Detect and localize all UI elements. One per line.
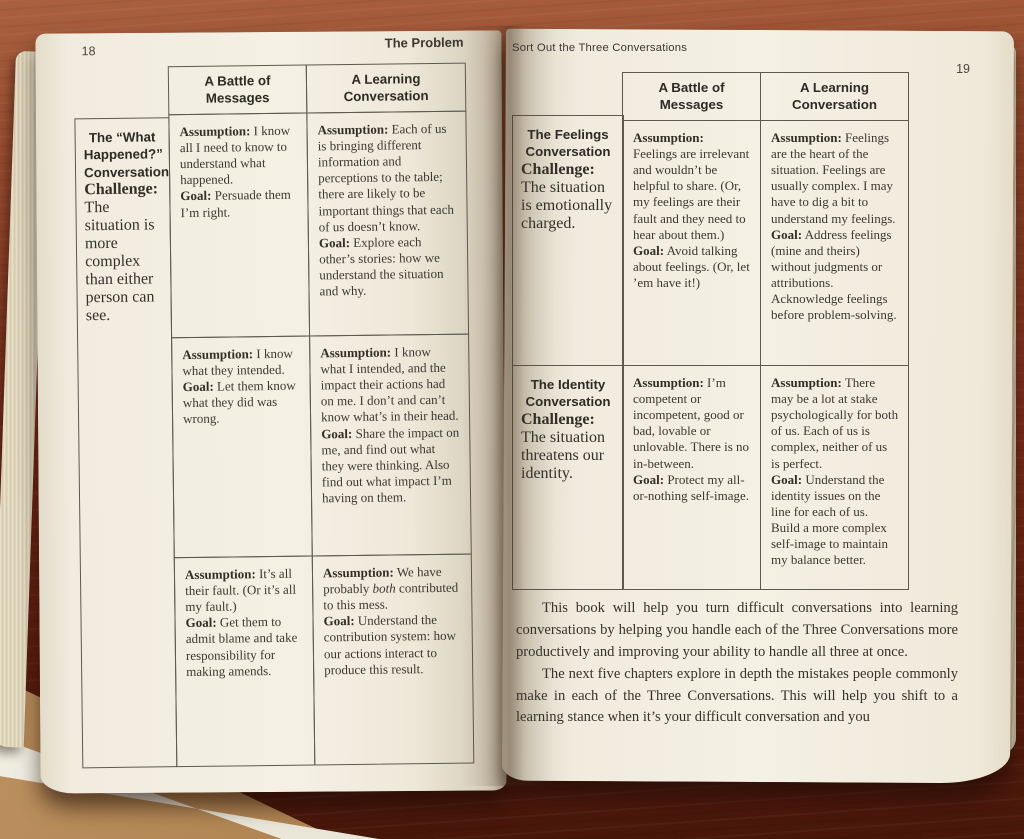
assumption: Assumption: We have probably both contri… bbox=[323, 564, 463, 614]
col-header-battle: A Battle of Messages bbox=[622, 72, 761, 121]
col-header-battle: A Battle of Messages bbox=[167, 64, 308, 116]
right-table: A Battle of Messages A Learning Conversa… bbox=[512, 72, 909, 590]
assumption-label: Assumption: bbox=[633, 375, 704, 390]
table-cell: Assumption: Feelings are irrelevant and … bbox=[622, 120, 761, 366]
col-header-learning: A Learning Conversation bbox=[305, 62, 467, 114]
row-header-title: The Identity Conversation bbox=[525, 377, 611, 410]
paragraph-2: The next five chapters explore in depth … bbox=[516, 665, 958, 726]
row-header-title: The Feelings Conversation bbox=[525, 127, 611, 160]
assumption-label: Assumption: bbox=[322, 564, 394, 581]
table-cell: Assumption: I know all I need to know to… bbox=[168, 112, 311, 339]
challenge-text: The situation is more complex than eithe… bbox=[84, 198, 155, 325]
goal: Goal: Address feelings (mine and theirs)… bbox=[771, 227, 899, 324]
row-header-challenge: Challenge: The situation threatens our i… bbox=[521, 411, 615, 483]
right-page: Sort Out the Three Conversations 19 A Ba… bbox=[502, 28, 1014, 784]
challenge-text: The situation is emotionally charged. bbox=[521, 178, 613, 232]
table-cell: Assumption: We have probably both contri… bbox=[311, 553, 475, 766]
challenge-text: The situation threatens our identity. bbox=[521, 428, 605, 482]
goal-label: Goal: bbox=[323, 613, 355, 629]
goal: Goal: Protect my all-or-nothing self-ima… bbox=[633, 472, 751, 504]
assumption: Assumption: There may be a lot at stake … bbox=[771, 375, 899, 472]
assumption: Assumption: Feelings are irrelevant and … bbox=[633, 130, 751, 243]
goal-label: Goal: bbox=[771, 471, 803, 487]
goal: Goal: Get them to admit blame and take r… bbox=[185, 614, 304, 680]
goal: Goal: Explore each other’s stories: how … bbox=[319, 233, 459, 299]
row-header-what-happened: The “What Happened?” Conversation Challe… bbox=[74, 117, 178, 769]
goal-label: Goal: bbox=[182, 378, 214, 395]
left-table: A Battle of Messages A Learning Conversa… bbox=[74, 62, 475, 769]
assumption-label: Assumption: bbox=[771, 375, 842, 390]
assumption-text: Each of us is bringing different informa… bbox=[317, 120, 455, 235]
goal-label: Goal: bbox=[318, 234, 351, 251]
goal: Goal: Understand the contribution system… bbox=[323, 612, 463, 678]
goal-label: Goal: bbox=[633, 471, 665, 487]
assumption: Assumption: I know what they intended. bbox=[182, 346, 300, 380]
goal: Goal: Let them know what they did was wr… bbox=[183, 378, 302, 428]
table-cell: Assumption: Feelings are the heart of th… bbox=[760, 120, 909, 366]
goal: Goal: Understand the identity issues on … bbox=[771, 472, 899, 569]
right-page-content: Sort Out the Three Conversations 19 A Ba… bbox=[504, 30, 1012, 782]
row-header-challenge: Challenge: The situation is emotionally … bbox=[521, 161, 615, 233]
assumption: Assumption: I know what I intended, and … bbox=[320, 344, 460, 426]
table-cell: Assumption: I’m competent or incompetent… bbox=[622, 365, 761, 590]
goal-label: Goal: bbox=[633, 242, 665, 258]
assumption-italic-word: both bbox=[372, 580, 396, 596]
goal: Goal: Persuade them I’m right. bbox=[180, 187, 298, 221]
assumption-text: Feelings are irrelevant and wouldn’t be … bbox=[633, 146, 750, 242]
challenge-label: Challenge: bbox=[84, 180, 159, 199]
table-cell: Assumption: Each of us is bringing diffe… bbox=[306, 110, 470, 337]
assumption: Assumption: It’s all their fault. (Or it… bbox=[185, 566, 304, 616]
body-text: This book will help you turn difficult c… bbox=[516, 598, 958, 729]
col-header-learning: A Learning Conversation bbox=[760, 72, 909, 121]
left-page-content: 18 The Problem A Battle of Messages A Le… bbox=[33, 29, 508, 795]
row-header-identity: The Identity Conversation Challenge: The… bbox=[512, 365, 624, 590]
goal: Goal: Avoid talking about feelings. (Or,… bbox=[633, 243, 751, 291]
goal-label: Goal: bbox=[185, 615, 217, 631]
running-header-right: Sort Out the Three Conversations bbox=[512, 42, 688, 54]
table-cell: Assumption: I know what they intended. G… bbox=[171, 335, 313, 559]
paragraph-1: This book will help you turn difficult c… bbox=[516, 600, 958, 660]
table-cell: Assumption: It’s all their fault. (Or it… bbox=[173, 555, 316, 768]
challenge-label: Challenge: bbox=[521, 160, 595, 178]
goal-label: Goal: bbox=[771, 226, 803, 242]
running-header-left: The Problem bbox=[384, 34, 464, 51]
left-page: 18 The Problem A Battle of Messages A Le… bbox=[33, 29, 508, 795]
challenge-label: Challenge: bbox=[521, 410, 595, 428]
page-number-left: 18 bbox=[81, 44, 96, 59]
assumption: Assumption: I’m competent or incompetent… bbox=[633, 375, 751, 472]
assumption: Assumption: I know all I need to know to… bbox=[179, 123, 298, 189]
table-cell: Assumption: I know what I intended, and … bbox=[309, 333, 472, 557]
table-cell: Assumption: There may be a lot at stake … bbox=[760, 365, 909, 590]
assumption: Assumption: Each of us is bringing diffe… bbox=[317, 121, 457, 235]
row-header-feelings: The Feelings Conversation Challenge: The… bbox=[512, 115, 624, 366]
assumption: Assumption: Feelings are the heart of th… bbox=[771, 130, 899, 227]
assumption-label: Assumption: bbox=[633, 130, 704, 145]
assumption-label: Assumption: bbox=[320, 344, 392, 361]
assumption-label: Assumption: bbox=[184, 566, 256, 583]
row-header-challenge: Challenge: The situation is more complex… bbox=[84, 180, 163, 325]
goal: Goal: Share the impact on me, and find o… bbox=[321, 424, 461, 506]
assumption-label: Assumption: bbox=[771, 130, 842, 145]
assumption-label: Assumption: bbox=[182, 346, 254, 363]
goal-label: Goal: bbox=[321, 425, 353, 441]
page-number-right: 19 bbox=[956, 62, 970, 76]
goal-label: Goal: bbox=[180, 188, 212, 204]
assumption-label: Assumption: bbox=[179, 123, 251, 140]
assumption-label: Assumption: bbox=[317, 121, 389, 138]
row-header-title: The “What Happened?” Conversation bbox=[83, 129, 170, 180]
